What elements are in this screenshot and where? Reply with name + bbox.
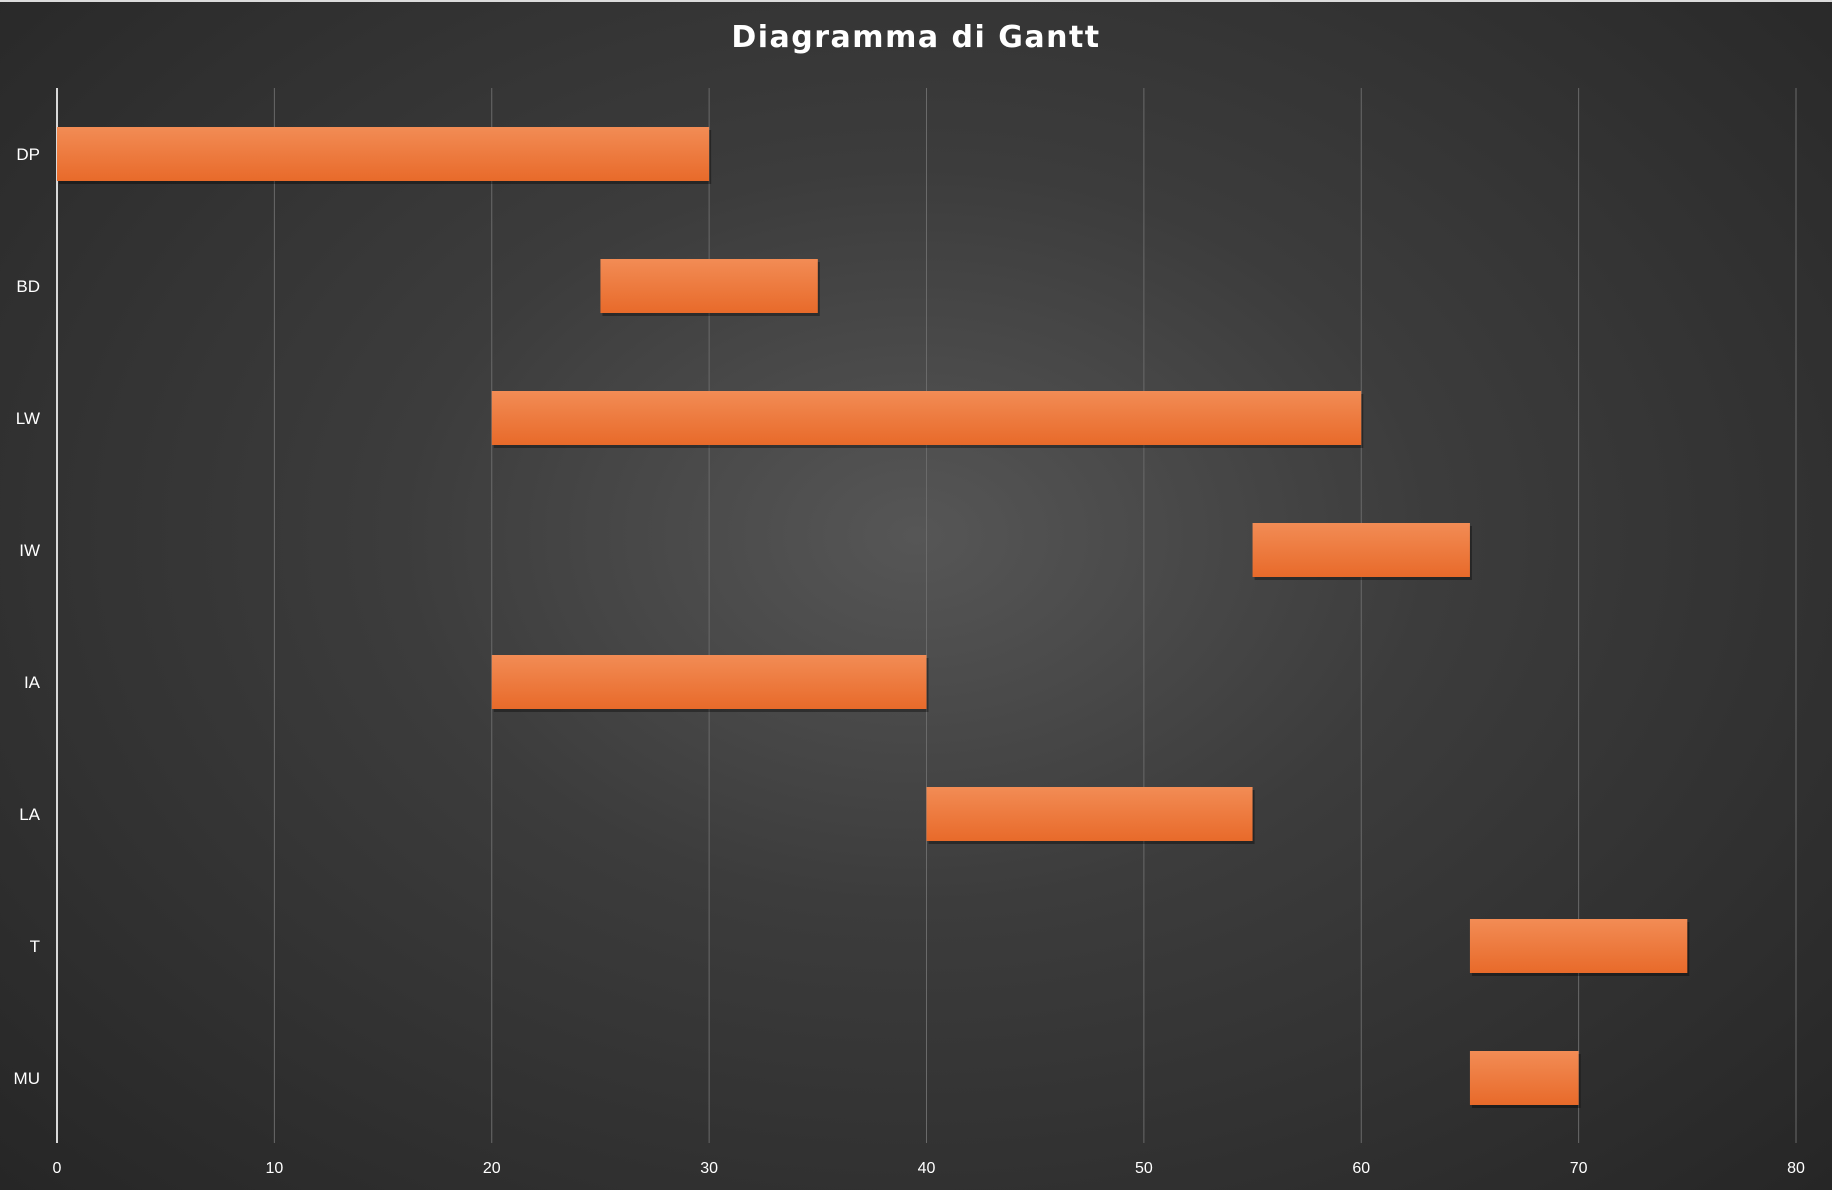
category-label: T: [30, 937, 40, 956]
x-tick-label: 50: [1135, 1160, 1153, 1177]
x-tick-labels: 0 10 20 30 40 50 60 70 80: [53, 1160, 1805, 1177]
task-bar-bd: [600, 259, 818, 313]
x-tick-label: 60: [1352, 1160, 1370, 1177]
x-tick-label: 80: [1787, 1160, 1805, 1177]
task-bar-lw: [491, 391, 1362, 445]
x-tick-label: 30: [700, 1160, 718, 1177]
x-tick-label: 0: [53, 1160, 62, 1177]
x-tick-label: 20: [483, 1160, 501, 1177]
chart-title: Diagramma di Gantt: [731, 20, 1101, 55]
task-bars: [57, 127, 1690, 1108]
task-bar-t: [1469, 919, 1688, 973]
x-tick-label: 70: [1570, 1160, 1588, 1177]
category-label: LW: [16, 409, 40, 428]
x-tick-label: 40: [918, 1160, 936, 1177]
task-bar-iw: [1252, 523, 1470, 577]
gridlines: [273, 88, 1797, 1143]
task-bar-la: [926, 787, 1253, 841]
top-border: [0, 0, 1832, 2]
category-labels: DP BD LW IW IA LA T MU: [14, 145, 41, 1088]
task-bar-mu: [1469, 1051, 1579, 1105]
category-label: IA: [24, 673, 41, 692]
x-tick-label: 10: [265, 1160, 283, 1177]
category-label: DP: [16, 145, 40, 164]
category-label: BD: [16, 277, 40, 296]
category-label: MU: [14, 1069, 40, 1088]
task-bar-ia: [491, 655, 927, 709]
task-bar-dp: [57, 127, 710, 181]
category-label: LA: [19, 805, 40, 824]
category-label: IW: [19, 541, 40, 560]
